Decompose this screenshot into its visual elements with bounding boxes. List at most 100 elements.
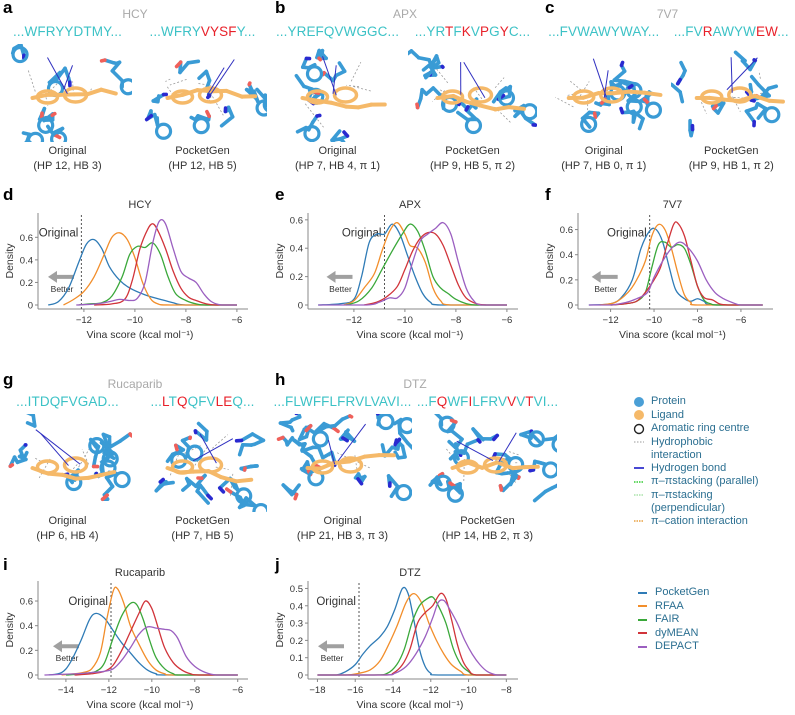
series-fair — [317, 596, 507, 676]
conserved-residues: G — [489, 24, 500, 39]
legend-label: Ligand — [651, 408, 685, 421]
hydrogen-bond — [192, 438, 234, 462]
y-axis-label: Density — [274, 243, 286, 279]
pication-line-icon — [633, 515, 647, 528]
legend-item: π–πstacking (parallel) — [633, 475, 793, 489]
better-annotation: Better — [51, 284, 74, 294]
protein-residue — [445, 418, 464, 450]
method-legend-label: DEPACT — [655, 640, 699, 652]
y-tick-label: 0.4 — [20, 621, 33, 632]
ligand-title: APX — [392, 7, 417, 21]
y-tick-label: 0.6 — [290, 215, 303, 226]
caption-method: Original — [48, 145, 87, 157]
x-axis-label: Vina score (kcal mol⁻¹) — [87, 329, 194, 341]
legend-item: Hydrophobic interaction — [633, 436, 793, 462]
hydrogen-bond — [327, 439, 336, 465]
conserved-residues: WF — [447, 394, 469, 409]
conserved-residues: ... — [150, 394, 163, 409]
x-tick-label: −10 — [460, 685, 476, 696]
hydrogen-bond — [40, 433, 69, 466]
hydrogen-bond — [726, 57, 758, 91]
ring-centre-icon — [633, 422, 647, 435]
x-tick-label: −12 — [346, 315, 362, 326]
x-tick-label: −10 — [646, 315, 662, 326]
method-legend-item: FAIR — [637, 613, 757, 627]
structure-panel-a: HCY ...WFRYYDTMY... ...WFRYVYSFY... Origina… — [0, 0, 270, 185]
ligand-molecule — [30, 456, 117, 481]
hydrogen-bond — [337, 423, 366, 462]
protein-residue — [532, 482, 557, 503]
method-legend: PocketGen RFAA FAIR dyMEAN DEPACT — [637, 586, 757, 654]
conserved-residues: AWYW — [712, 24, 756, 39]
method-legend-item: RFAA — [637, 600, 757, 614]
y-tick-label: 0.6 — [20, 233, 33, 244]
series-dymean — [363, 231, 507, 306]
series-pocketgen — [47, 238, 237, 306]
protein-residue — [189, 109, 211, 135]
original-annotation: Original — [39, 227, 79, 239]
legend-item: Aromatic ring centre — [633, 422, 793, 436]
legend-label: Aromatic ring centre — [651, 422, 750, 434]
protein-residue — [193, 421, 209, 442]
hydrophobic-interaction — [211, 434, 228, 449]
better-arrowhead-icon — [591, 270, 601, 283]
structure-legend: Protein Ligand Aromatic ring centre Hydroph… — [633, 395, 793, 528]
x-tick-label: −8 — [692, 315, 703, 326]
ligand-title: DTZ — [403, 377, 427, 391]
y-tick-label: 0.3 — [290, 619, 303, 630]
hydrophobic-interaction — [354, 455, 358, 473]
original-annotation: Original — [68, 596, 108, 608]
y-tick-label: 0 — [298, 671, 303, 682]
hydrophobic-interaction — [445, 447, 454, 457]
method-legend-label: FAIR — [655, 613, 680, 625]
protein-residue — [491, 84, 516, 107]
ligand-molecule — [30, 86, 118, 105]
panel-label-g: g — [3, 370, 14, 389]
y-axis-label: Density — [4, 612, 16, 648]
piperp-line-icon — [633, 489, 647, 502]
legend-label: π–πstacking (perpendicular) — [651, 488, 725, 514]
panel-label-e: e — [275, 185, 285, 204]
y-tick-label: 0.2 — [290, 272, 303, 283]
x-tick-label: −14 — [385, 685, 401, 696]
ligand-title: Rucaparib — [107, 377, 163, 391]
ligand-title: 7V7 — [656, 7, 679, 21]
y-tick-label: 0 — [298, 301, 303, 312]
caption-method: PocketGen — [460, 515, 515, 527]
structure-original-image — [8, 414, 132, 502]
chart-title: HCY — [128, 199, 152, 211]
conserved-residues: ...YR — [414, 24, 446, 39]
legend-line-icon — [637, 613, 651, 626]
sequence-pocketgen: ...YRTFKVPGYC... — [405, 24, 540, 39]
hydrogen-bond — [63, 65, 74, 90]
caption-method: PocketGen — [175, 145, 230, 157]
hydrogen-bond — [206, 67, 225, 96]
protein-residue — [528, 459, 557, 479]
caption-method: PocketGen — [445, 145, 500, 157]
y-tick-label: 0.4 — [20, 255, 33, 266]
hydrophobic-interaction — [210, 92, 224, 116]
original-annotation: Original — [342, 227, 382, 239]
conserved-residues: Q... — [232, 394, 255, 409]
x-tick-label: −8 — [501, 685, 512, 696]
y-tick-label: 0.2 — [20, 646, 33, 657]
structure-pocketgen-image — [428, 414, 557, 503]
hydrophobic-interaction — [165, 78, 171, 82]
hbond-line-icon — [633, 462, 647, 475]
method-legend-item: PocketGen — [637, 586, 757, 600]
protein-residue — [456, 105, 483, 135]
x-tick-label: −10 — [397, 315, 413, 326]
conserved-residues: ...YREFQVWGGC... — [275, 24, 400, 39]
series-dymean — [94, 223, 237, 306]
y-tick-label: 0.1 — [290, 653, 303, 664]
structure-pocketgen-image — [408, 49, 537, 135]
legend-label: Protein — [651, 395, 686, 407]
hydrophobic-interaction — [184, 445, 201, 454]
protein-residue — [375, 414, 395, 431]
mutated-residues: I — [468, 394, 473, 409]
protein-residue — [670, 82, 684, 104]
mutated-residues: Q — [176, 394, 188, 409]
hydrophobic-interaction — [566, 93, 574, 96]
hydrophobic-interaction — [350, 62, 362, 82]
hydrogen-bond — [603, 70, 609, 98]
